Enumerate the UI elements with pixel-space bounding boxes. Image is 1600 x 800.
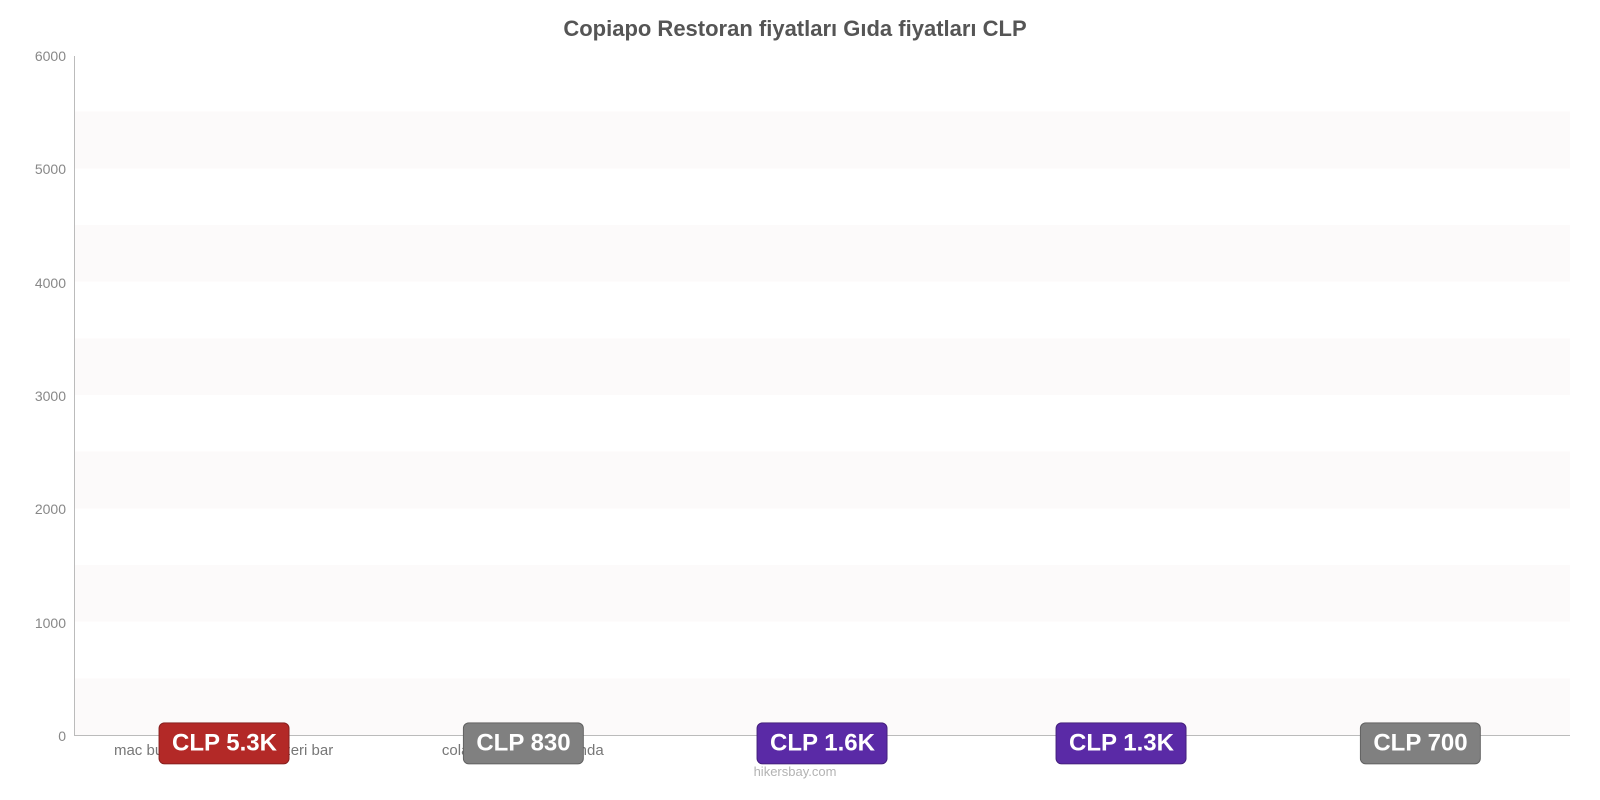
value-badge: CLP 5.3K [159, 722, 290, 764]
y-tick-label: 3000 [20, 388, 66, 404]
y-tick-label: 0 [20, 728, 66, 744]
value-badge: CLP 700 [1360, 722, 1480, 764]
y-tick-label: 6000 [20, 48, 66, 64]
value-badge: CLP 830 [463, 722, 583, 764]
bars-container: CLP 5.3KCLP 830CLP 1.6KCLP 1.3KCLP 700 [75, 56, 1570, 735]
value-badge: CLP 1.3K [1056, 722, 1187, 764]
chart-area: 0100020003000400050006000 CLP 5.3KCLP 83… [20, 56, 1570, 736]
y-tick-label: 2000 [20, 501, 66, 517]
y-tick-label: 5000 [20, 161, 66, 177]
y-axis: 0100020003000400050006000 [20, 56, 74, 736]
value-badge: CLP 1.6K [757, 722, 888, 764]
y-tick-label: 4000 [20, 275, 66, 291]
price-bar-chart: Copiapo Restoran fiyatları Gıda fiyatlar… [0, 0, 1600, 800]
y-tick-label: 1000 [20, 615, 66, 631]
chart-footer: hikersbay.com [20, 764, 1570, 779]
plot-area: CLP 5.3KCLP 830CLP 1.6KCLP 1.3KCLP 700 [74, 56, 1570, 736]
chart-title: Copiapo Restoran fiyatları Gıda fiyatlar… [20, 16, 1570, 42]
